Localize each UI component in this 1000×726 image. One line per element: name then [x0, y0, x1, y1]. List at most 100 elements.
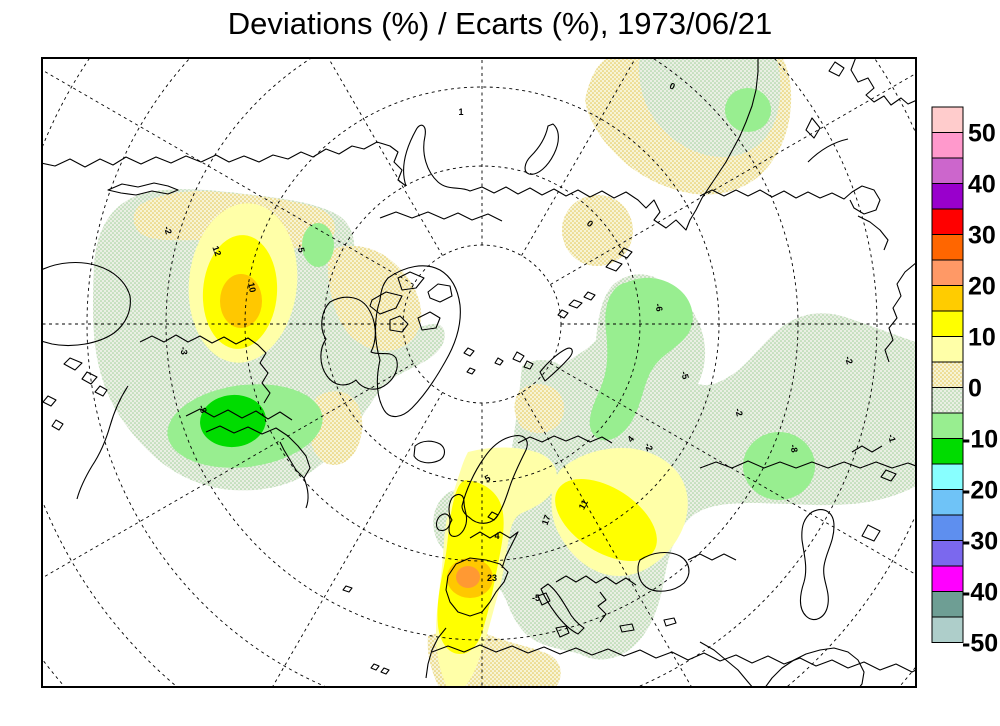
- region-greatlakes-green-core: [200, 394, 266, 448]
- graticule: [43, 59, 915, 686]
- coast-ireland: [435, 513, 451, 532]
- coast-canary-2: [380, 667, 390, 675]
- coast-sicily: [555, 625, 570, 638]
- colorbar-tick-10: 10: [968, 324, 996, 352]
- coast-iberia: [445, 557, 509, 617]
- coast-sardinia: [537, 592, 551, 606]
- coast-severnaya-2: [618, 247, 633, 259]
- colorbar-tick-20: 20: [968, 273, 996, 301]
- coast-kola-coast: [517, 435, 613, 444]
- coast-antilles-1: [63, 357, 83, 371]
- coast-hudson-bay: [320, 296, 398, 390]
- contour-label-5: -5: [295, 244, 306, 254]
- colorbar-cell-13: [931, 438, 964, 465]
- coast-greenland: [374, 265, 461, 418]
- region-arctic-small-green: [302, 223, 334, 267]
- coast-amur-coast: [379, 211, 503, 222]
- coast-koryak-coast: [857, 215, 889, 251]
- colorbar-tick-labels: 50 40 30 20 10 0 -10 -20 -30 -40 -50: [962, 120, 998, 658]
- coast-scandinavia: [461, 435, 528, 524]
- colorbar-tick-40: 40: [968, 171, 996, 199]
- coast-svalbard-2: [523, 360, 534, 370]
- coast-severnaya-1: [605, 259, 623, 272]
- colorbar-tick-0: 0: [968, 375, 982, 403]
- coast-canary-1: [370, 663, 380, 671]
- coast-corner-ne-islet: [805, 117, 821, 139]
- meridian-150: [521, 59, 636, 256]
- contour-label-9: -6: [653, 303, 664, 313]
- contour-label-10: -5: [679, 370, 691, 380]
- coast-right-edge-coast: [884, 262, 915, 363]
- colorbar-cell-9: [931, 336, 964, 363]
- coast-balkhash: [880, 469, 897, 482]
- coast-steppe-lakes: [851, 445, 883, 453]
- contour-label-15: -1: [886, 433, 898, 443]
- coast-crete: [619, 623, 635, 633]
- contour-label-11: -2: [733, 407, 745, 417]
- meridian-300: [43, 363, 414, 578]
- colorbar-cell-17: [931, 540, 964, 567]
- coast-polar-islet-3: [466, 367, 476, 375]
- coast-antilles-3: [94, 385, 108, 397]
- colorbar-cell-14: [931, 463, 964, 490]
- colorbar-tick--30: -30: [962, 528, 998, 556]
- coast-pacific-nw-coast: [43, 141, 407, 187]
- coast-iceland: [413, 440, 446, 464]
- contour-labels: -2 12 10 -3 -8 -5 0 0 1 -6 -5 -2 -2 -8 -2 -1 23 -5 11 17 4 4 5: [162, 81, 898, 603]
- coast-morocco-coast: [425, 627, 447, 679]
- colorbar-cell-15: [931, 489, 964, 516]
- coast-franz-josef-1: [568, 299, 583, 309]
- coast-novaya-zemlya: [539, 347, 573, 382]
- coast-italy: [540, 583, 585, 635]
- coast-arctic-island-4: [389, 315, 409, 333]
- contour-label-6: 0: [585, 218, 595, 229]
- coast-polar-islet-2: [494, 357, 504, 366]
- region-kola-beige: [514, 384, 564, 434]
- colorbar-cell-20: [931, 616, 964, 643]
- coast-arctic-island-5: [417, 311, 441, 331]
- colorbar-cell-7: [931, 285, 964, 312]
- coast-cyprus: [663, 617, 677, 627]
- contour-label-18: 11: [577, 498, 590, 511]
- page-title: Deviations (%) / Ecarts (%), 1973/06/21: [227, 6, 773, 41]
- coast-corner-ne-coast: [850, 59, 915, 106]
- coast-aegean-coast: [597, 591, 607, 623]
- coast-corner-ne-island: [828, 61, 845, 77]
- region-east-europe-yellow: [555, 478, 657, 562]
- coast-us-east-coast: [303, 477, 309, 509]
- coastlines: [43, 59, 915, 686]
- region-central-asia-green: [743, 432, 815, 500]
- latitude-circle-4: [86, 59, 878, 686]
- colorbar-cells: [931, 106, 964, 643]
- coast-chukotka-east-coast: [699, 185, 881, 215]
- region-siberia-green-bean: [589, 277, 693, 441]
- coast-denmark: [487, 511, 499, 521]
- region-canada-gold-core: [220, 274, 262, 328]
- colorbar-tick-50: 50: [968, 120, 996, 148]
- coast-baja-islet-2: [51, 419, 64, 431]
- colorbar-tick--10: -10: [962, 426, 998, 454]
- contour-label-2: 10: [246, 281, 258, 293]
- colorbar-cell-2: [931, 157, 964, 184]
- coast-north-africa-coast: [431, 644, 915, 673]
- contour-label-22: 5: [483, 473, 492, 484]
- contour-label-20: 4: [625, 434, 636, 444]
- colorbar-cell-3: [931, 183, 964, 210]
- coast-okhotsk-coast: [481, 59, 759, 231]
- contour-label-0: -2: [162, 225, 174, 235]
- coast-kamchatka: [403, 124, 483, 192]
- coast-bermuda: [342, 585, 353, 593]
- colorbar-cell-18: [931, 565, 964, 592]
- coast-franz-josef-3: [557, 309, 569, 319]
- colorbar-cell-11: [931, 387, 964, 414]
- coast-arctic-island-1: [369, 291, 403, 315]
- colorbar: 50 40 30 20 10 0 -10 -20 -30 -40 -50: [931, 106, 998, 658]
- contour-label-19: 17: [540, 514, 553, 527]
- meridian-120: [550, 73, 915, 285]
- coast-baja-islet-1: [43, 395, 57, 407]
- colorbar-cell-4: [931, 208, 964, 235]
- coast-sakhalin-island: [524, 123, 559, 175]
- coast-caspian-sea: [799, 509, 835, 621]
- coast-great-lakes-2: [205, 425, 289, 437]
